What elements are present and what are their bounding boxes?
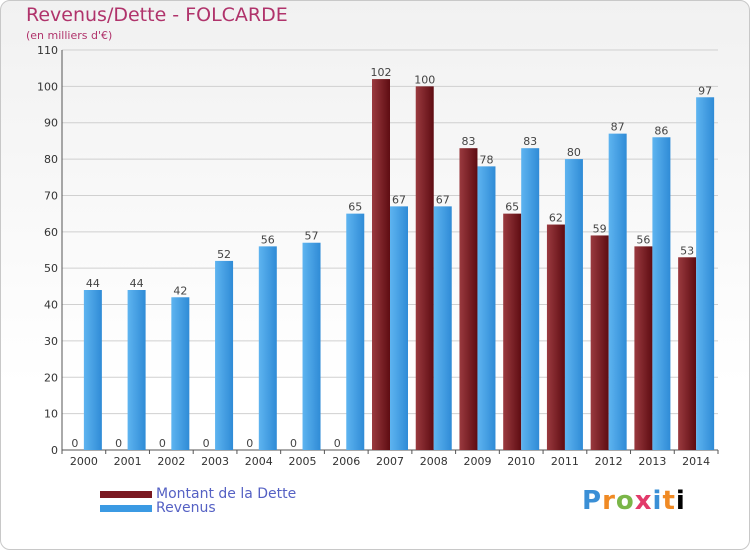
x-tick-label: 2000 [70,455,98,468]
x-tick-label: 2010 [507,455,535,468]
data-label-dette: 59 [593,222,607,235]
proxiti-logo: Proxiti [582,486,686,516]
y-tick-label: 110 [37,44,58,57]
bar-dette [590,235,609,450]
data-label-revenus: 78 [479,153,493,166]
data-label-dette: 62 [549,212,563,225]
bar-revenus [521,148,540,450]
bar-dette [372,79,390,450]
y-tick-label: 30 [44,335,58,348]
x-tick-label: 2012 [595,455,623,468]
bar-revenus [652,137,671,451]
data-label-revenus: 56 [261,233,275,246]
y-tick-label: 100 [37,80,58,93]
data-label-revenus: 44 [86,277,100,290]
x-tick-label: 2006 [332,455,360,468]
bar-dette [415,86,434,450]
legend-label-revenus: Revenus [156,500,216,516]
x-tick-label: 2013 [638,455,666,468]
bar-revenus [83,290,102,450]
data-label-revenus: 80 [567,146,581,159]
y-tick-label: 10 [44,408,58,421]
data-label-dette: 102 [371,66,392,79]
y-tick-label: 0 [51,444,58,457]
data-label-dette: 53 [680,244,694,257]
data-label-dette: 83 [461,135,475,148]
x-tick-label: 2003 [201,455,229,468]
x-tick-label: 2002 [157,455,185,468]
x-tick-label: 2001 [114,455,142,468]
y-tick-label: 70 [44,189,58,202]
bar-revenus [171,297,190,450]
bar-revenus [346,213,365,450]
data-label-revenus: 65 [348,201,362,214]
bar-dette [459,148,478,450]
legend-item-dette: Montant de la Dette [100,487,296,501]
bar-revenus [390,206,408,450]
bar-revenus [258,246,277,450]
x-tick-label: 2009 [463,455,491,468]
data-label-revenus: 57 [305,230,319,243]
x-tick-label: 2007 [376,455,404,468]
bar-revenus [477,166,496,450]
y-tick-label: 90 [44,117,58,130]
bar-revenus [608,133,627,451]
chart-title: Revenus/Dette - FOLCARDE [26,4,288,26]
data-label-dette: 56 [636,233,650,246]
legend-swatch-dette [100,490,152,498]
data-label-revenus: 67 [436,193,450,206]
x-tick-label: 2014 [682,455,710,468]
bar-revenus [564,159,583,450]
data-label-revenus: 86 [654,124,668,137]
data-label-dette: 100 [414,73,435,86]
data-label-revenus: 67 [392,193,406,206]
data-label-revenus: 44 [130,277,144,290]
bar-revenus [302,242,321,450]
x-tick-label: 2008 [420,455,448,468]
data-label-revenus: 87 [611,121,625,134]
data-label-dette: 0 [203,437,210,450]
bar-revenus [433,206,452,450]
data-label-dette: 65 [505,201,519,214]
data-label-revenus: 97 [698,84,712,97]
bar-revenus [127,290,146,450]
chart-subtitle: (en milliers d'€) [26,29,113,42]
data-label-dette: 0 [290,437,297,450]
legend-swatch-revenus [100,504,152,512]
data-label-dette: 0 [71,437,78,450]
y-tick-label: 20 [44,371,58,384]
x-tick-label: 2004 [245,455,273,468]
data-label-revenus: 42 [173,284,187,297]
data-label-revenus: 83 [523,135,537,148]
bar-dette [503,213,522,450]
bar-revenus [215,260,234,450]
bar-dette [546,224,565,450]
bar-dette [678,257,697,450]
y-tick-label: 60 [44,226,58,239]
bar-dette [634,246,653,450]
legend-item-revenus: Revenus [100,501,296,515]
data-label-dette: 0 [115,437,122,450]
x-tick-label: 2005 [289,455,317,468]
bar-revenus [696,97,715,450]
data-label-dette: 0 [334,437,341,450]
x-tick-label: 2011 [551,455,579,468]
data-label-revenus: 52 [217,248,231,261]
data-label-dette: 0 [246,437,253,450]
y-tick-label: 40 [44,299,58,312]
legend: Montant de la Dette Revenus [100,487,296,515]
y-tick-label: 80 [44,153,58,166]
y-tick-label: 50 [44,262,58,275]
data-label-dette: 0 [159,437,166,450]
legend-label-dette: Montant de la Dette [156,486,297,502]
